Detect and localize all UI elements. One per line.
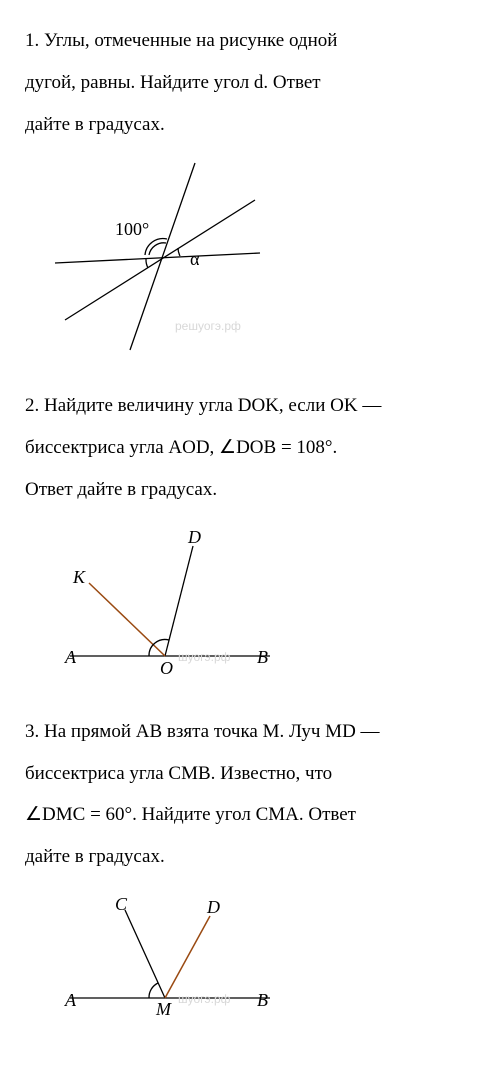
problem-3-line1: На прямой AB взята точка M. Луч MD —: [44, 721, 380, 742]
arc-cma: [149, 983, 158, 998]
problem-3-line3: ∠DMС = 60°. Найдите угол CMA. Ответ: [25, 804, 356, 825]
problem-3-line2: биссектриса угла CMB. Известно, что: [25, 763, 332, 784]
problem-3-figure: A B M C D шуогэ.рф: [45, 888, 475, 1023]
problem-3-text: 3. На прямой AB взята точка M. Луч MD — …: [25, 711, 475, 878]
problem-1-number: 1.: [25, 30, 39, 51]
label-d: D: [187, 527, 201, 547]
label-b: B: [257, 647, 268, 667]
label-b3: B: [257, 990, 268, 1010]
label-c3: C: [115, 894, 128, 914]
watermark-1: решуогэ.рф: [175, 319, 241, 333]
label-k: K: [72, 567, 86, 587]
problem-1-line2: дугой, равны. Найдите угол d. Ответ: [25, 72, 321, 93]
label-100: 100°: [115, 219, 149, 239]
problem-3: 3. На прямой AB взята точка M. Луч MD — …: [25, 711, 475, 1023]
problem-1-figure: 100° α решуогэ.рф: [45, 155, 475, 360]
label-a: A: [64, 647, 77, 667]
ray-od: [165, 546, 193, 656]
label-alpha: α: [190, 249, 200, 269]
arc-alpha: [178, 248, 180, 256]
ray-mc: [125, 910, 165, 998]
problem-2-line3: Ответ дайте в градусах.: [25, 479, 217, 500]
arc-bottom-left: [146, 259, 148, 268]
problem-1-text: 1. Углы, отмеченные на рисунке одной дуг…: [25, 20, 475, 145]
problem-1: 1. Углы, отмеченные на рисунке одной дуг…: [25, 20, 475, 360]
problem-3-line4: дайте в градусах.: [25, 846, 165, 867]
watermark-2: шуогэ.рф: [178, 650, 231, 664]
problem-2-number: 2.: [25, 395, 39, 416]
label-d3: D: [206, 897, 220, 917]
watermark-3: шуогэ.рф: [178, 992, 231, 1006]
problem-1-line3: дайте в градусах.: [25, 114, 165, 135]
problem-3-number: 3.: [25, 721, 39, 742]
label-o: O: [160, 658, 173, 678]
label-a3: A: [64, 990, 77, 1010]
problem-2: 2. Найдите величину угла DOK, если OK — …: [25, 385, 475, 685]
problem-2-line2: биссектриса угла AOD, ∠DOB = 108°.: [25, 437, 337, 458]
problem-1-line1: Углы, отмеченные на рисунке одной: [44, 30, 337, 51]
label-m3: M: [155, 999, 172, 1018]
line-moderate: [65, 200, 255, 320]
problem-2-line1: Найдите величину угла DOK, если OK —: [44, 395, 381, 416]
ray-md: [165, 916, 210, 998]
problem-2-figure: A B O D K шуогэ.рф: [45, 521, 475, 686]
problem-2-text: 2. Найдите величину угла DOK, если OK — …: [25, 385, 475, 510]
